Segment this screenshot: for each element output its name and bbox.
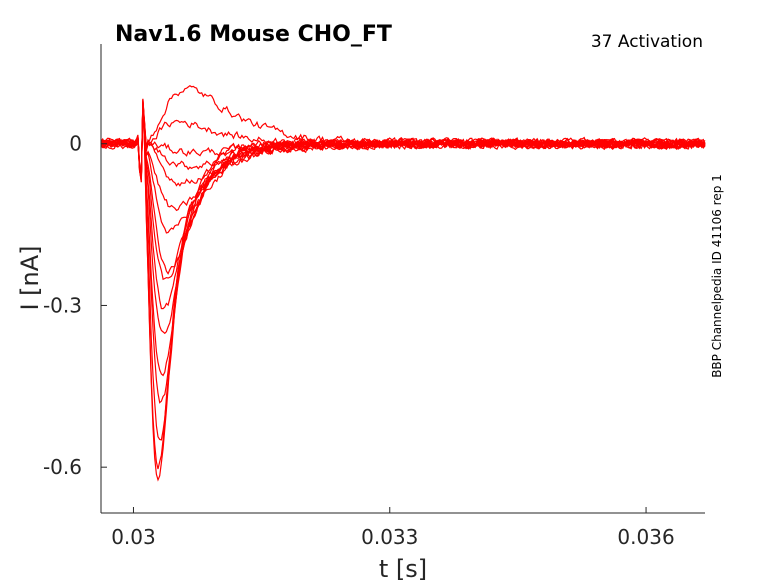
chart-title: Nav1.6 Mouse CHO_FT xyxy=(115,22,392,47)
x-tick-label: 0.033 xyxy=(361,525,418,549)
current-trace xyxy=(100,103,706,212)
current-trace xyxy=(100,99,706,310)
current-trace xyxy=(100,106,706,482)
chart-subtitle: 37 Activation xyxy=(591,32,703,52)
y-ticks: 0 -0.3 -0.6 xyxy=(43,132,107,479)
current-trace xyxy=(100,107,706,441)
current-trace xyxy=(100,106,706,470)
current-trace xyxy=(100,84,706,176)
x-tick-label: 0.036 xyxy=(617,525,674,549)
y-tick-label: -0.3 xyxy=(43,293,82,317)
y-tick-label: -0.6 xyxy=(43,455,82,479)
side-annotation: BBP Channelpedia ID 41106 rep 1 xyxy=(710,174,724,378)
y-tick-label: 0 xyxy=(69,132,82,156)
x-axis-label: t [s] xyxy=(379,555,427,583)
current-trace xyxy=(100,98,706,281)
x-ticks: 0.03 0.033 0.036 xyxy=(111,507,675,549)
plot-area xyxy=(100,84,706,482)
x-tick-label: 0.03 xyxy=(111,525,156,549)
current-trace xyxy=(100,100,706,275)
y-axis-label: I [nA] xyxy=(16,245,44,310)
current-trace xyxy=(100,102,706,180)
